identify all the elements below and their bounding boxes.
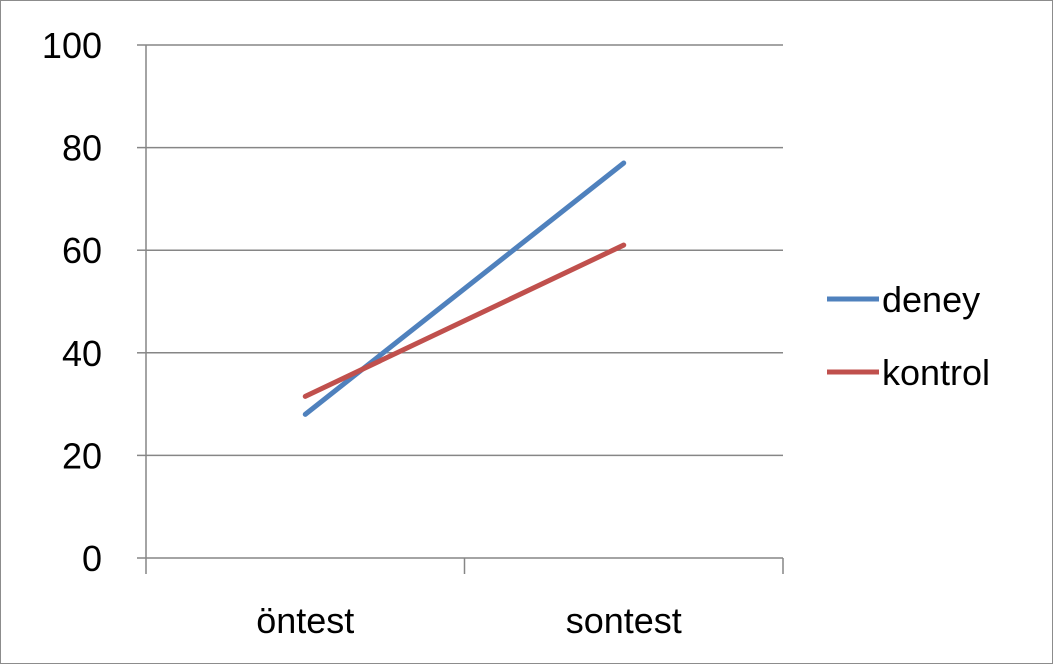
y-axis-tick-labels: 0 20 40 60 80 100 [42,25,102,579]
series-line-deney [302,160,627,417]
legend-label-kontrol: kontrol [882,352,990,393]
y-tick-label: 100 [42,25,102,66]
y-tick-label: 20 [62,435,102,476]
legend: deney kontrol [827,279,990,393]
axes [145,45,783,559]
y-tick-label: 0 [82,538,102,579]
x-tick-label: sontest [566,600,682,641]
y-tick-label: 40 [62,333,102,374]
series-lines [302,160,627,417]
legend-label-deney: deney [882,279,980,320]
y-tick-label: 80 [62,128,102,169]
x-axis-tick-labels: öntest sontest [256,600,682,641]
gridlines [137,44,784,574]
x-tick-label: öntest [256,600,354,641]
series-line-kontrol [302,242,627,399]
y-tick-label: 60 [62,230,102,271]
